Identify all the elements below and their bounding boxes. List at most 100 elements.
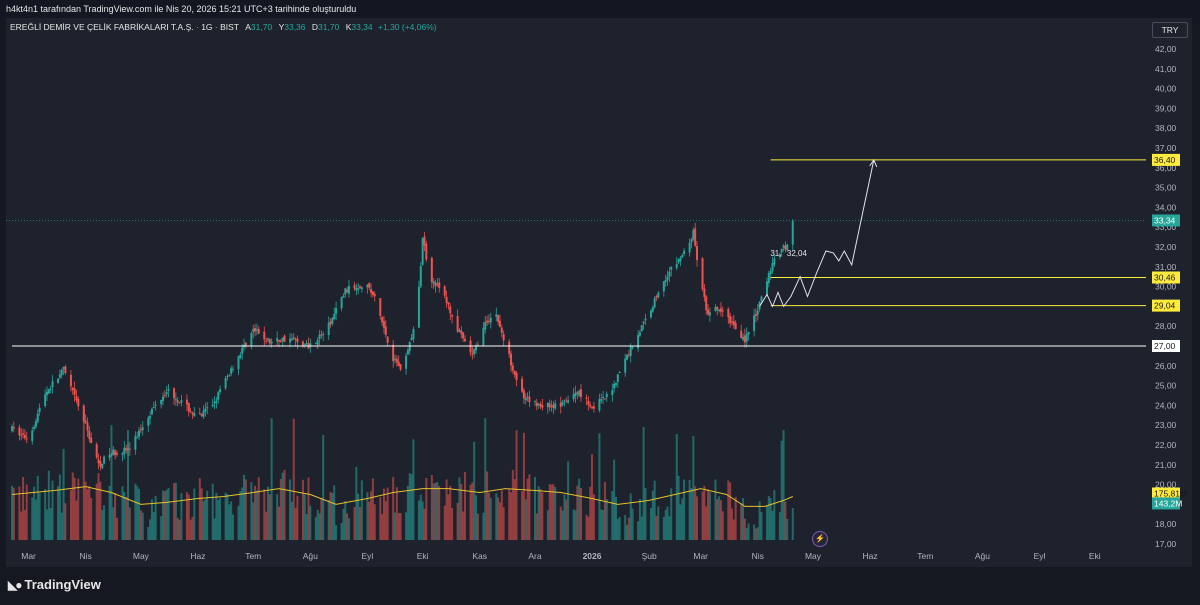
symbol-legend[interactable]: EREĞLİ DEMİR VE ÇELİK FABRİKALARI T.A.Ş.… <box>10 22 437 32</box>
volume-bar <box>541 492 544 541</box>
volume-bar <box>290 501 293 541</box>
candle-body <box>187 402 190 412</box>
candle-body <box>703 288 706 298</box>
close-key: K <box>345 22 352 32</box>
volume-bar <box>489 497 492 541</box>
candle-body <box>370 289 373 293</box>
candle-body <box>528 396 531 403</box>
candle-body <box>346 289 349 293</box>
volume-bar <box>215 492 218 541</box>
candle-body <box>771 263 774 272</box>
volume-bar <box>115 517 118 541</box>
candle-body <box>497 314 500 322</box>
high-value: 33,36 <box>284 22 306 32</box>
volume-bar <box>546 510 549 541</box>
candle-body <box>51 381 54 388</box>
candle-body <box>357 288 360 290</box>
lightning-icon[interactable]: ⚡ <box>812 531 828 547</box>
volume-bar <box>57 486 60 541</box>
candle-body <box>75 395 78 401</box>
candle-body <box>484 321 487 330</box>
candle-body <box>101 463 104 469</box>
volume-bar <box>101 509 104 541</box>
volume-bar <box>714 479 717 541</box>
volume-bar <box>178 519 181 541</box>
candle-body <box>515 372 518 381</box>
candle-body <box>476 344 479 346</box>
candle-body <box>314 343 317 345</box>
open-key: A <box>245 22 251 32</box>
volume-bar <box>495 493 498 541</box>
volume-bar <box>521 491 524 541</box>
candle-body <box>502 334 505 341</box>
volume-bar <box>49 508 52 541</box>
level-price-tag-bg <box>1152 299 1180 312</box>
price-tick-label: 24,00 <box>1155 400 1177 410</box>
candle-body <box>318 334 321 340</box>
candle-body <box>598 399 601 411</box>
candle-body <box>692 229 695 240</box>
candle-body <box>226 376 229 378</box>
candle-body <box>576 392 579 394</box>
candle-body <box>99 461 102 467</box>
candle-body <box>718 309 721 312</box>
time-tick-label: Nis <box>80 551 92 561</box>
candle-body <box>653 297 656 308</box>
volume-bar <box>379 497 382 541</box>
volume-bar <box>160 516 163 541</box>
candle-body <box>405 355 408 369</box>
candle-body <box>629 346 632 356</box>
volume-bar <box>458 477 461 541</box>
volume-bar <box>548 484 551 541</box>
candle-body <box>495 314 498 317</box>
volume-bar <box>283 469 286 541</box>
volume-bar <box>255 490 258 541</box>
volume-bar <box>670 488 673 541</box>
volume-bar <box>718 496 721 541</box>
price-axis-pane[interactable] <box>1146 18 1192 550</box>
candle-body <box>469 340 472 353</box>
volume-bar <box>23 509 26 541</box>
candle-body <box>611 390 614 396</box>
high-key: Y <box>278 22 285 32</box>
candle-body <box>784 245 787 250</box>
candle-body <box>522 390 525 399</box>
level-price-tag: 29,04 <box>1154 301 1176 311</box>
candle-body <box>279 340 282 342</box>
volume-bar <box>244 479 247 541</box>
candle-body <box>561 401 564 406</box>
price-tick-label: 40,00 <box>1155 84 1177 94</box>
candle-body <box>173 388 176 399</box>
candle-body <box>602 397 605 399</box>
currency-button[interactable]: TRY <box>1152 22 1188 38</box>
time-axis-pane[interactable] <box>6 550 1192 567</box>
time-tick-label: Tem <box>245 551 261 561</box>
candle-body <box>134 436 137 450</box>
price-tick-label: 42,00 <box>1155 44 1177 54</box>
time-tick-label: Eki <box>417 551 429 561</box>
candle-body <box>679 257 682 262</box>
volume-bar <box>353 507 356 541</box>
volume-bar <box>342 508 345 541</box>
candle-body <box>605 393 608 398</box>
candle-body <box>521 378 524 392</box>
candle-body <box>290 338 293 341</box>
volume-bar <box>447 494 450 541</box>
volume-bar <box>410 474 413 541</box>
volume-bar <box>204 499 207 541</box>
chart-pane[interactable] <box>6 18 1146 550</box>
low-value: 31,70 <box>318 22 340 32</box>
level-price-tag: 27,00 <box>1154 341 1176 351</box>
candle-body <box>434 282 437 287</box>
price-tick-label: 18,00 <box>1155 519 1177 529</box>
candle-body <box>163 395 166 397</box>
candle-body <box>460 330 463 334</box>
candle-body <box>631 347 634 349</box>
candle-body <box>136 437 139 439</box>
tradingview-logo[interactable]: ◣● TradingView <box>8 577 101 592</box>
volume-bars <box>11 411 794 541</box>
volume-bar <box>200 488 203 541</box>
volume-bar <box>791 508 794 541</box>
volume-bar <box>47 470 50 541</box>
